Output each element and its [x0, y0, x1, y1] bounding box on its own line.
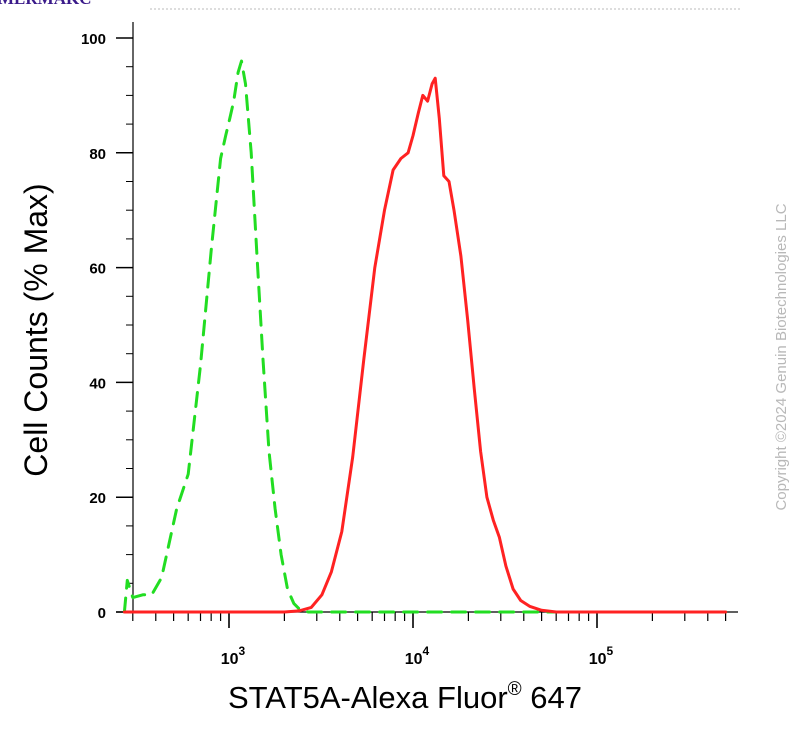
y-axis-label: Cell Counts (% Max) — [18, 183, 54, 476]
x-axis-label-main: STAT5A-Alexa Fluor — [228, 680, 508, 715]
y-tick-label: 40 — [89, 375, 106, 392]
series-line-dashed — [122, 59, 728, 614]
x-axis-label-super: ® — [508, 679, 522, 700]
header-fragment: MERMAKC — [0, 0, 91, 8]
x-tick-exponent: 5 — [607, 644, 614, 658]
series-layer — [122, 59, 728, 614]
x-tick-exponent: 3 — [239, 644, 246, 658]
x-tick-label: 105 — [589, 644, 614, 668]
x-axis-label-suffix: 647 — [522, 680, 582, 715]
x-tick-base: 10 — [589, 651, 607, 668]
y-ticks: 0 20 40 60 80 100 — [81, 31, 133, 622]
x-tick-exponent: 4 — [423, 644, 430, 658]
y-tick-label: 0 — [98, 605, 106, 622]
copyright-watermark: Copyright ©2024 Genuin Biotechnologies L… — [773, 203, 790, 510]
x-tick-label: 104 — [405, 644, 430, 668]
x-tick-base: 10 — [405, 651, 423, 668]
x-axis-label: STAT5A-Alexa Fluor® 647 — [228, 679, 582, 715]
x-ticks: 103 104 105 — [132, 612, 727, 668]
y-tick-label: 80 — [89, 146, 106, 163]
x-tick-base: 10 — [221, 651, 239, 668]
x-tick-label: 103 — [221, 644, 246, 668]
y-tick-label: 60 — [89, 261, 106, 278]
y-tick-label: 100 — [81, 31, 106, 48]
y-tick-label: 20 — [89, 490, 106, 507]
series-line-solid — [122, 76, 728, 614]
